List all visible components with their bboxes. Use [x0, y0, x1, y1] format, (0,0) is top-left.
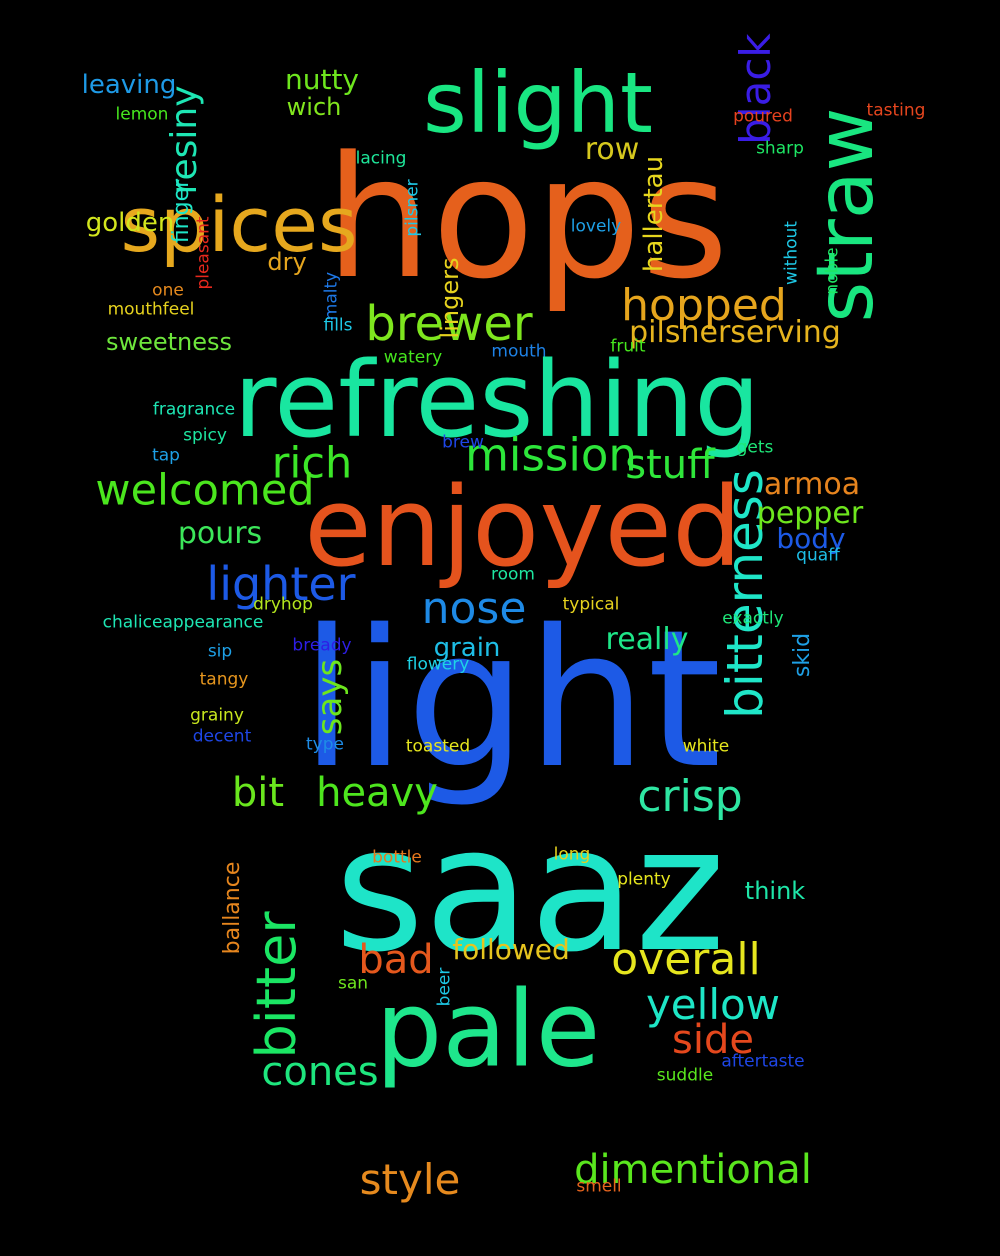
word-suddle: suddle	[656, 1065, 714, 1086]
word-skid: skid	[790, 632, 815, 678]
word-type: type	[306, 734, 344, 755]
word-mission: mission	[465, 428, 637, 482]
word-bready: bready	[292, 635, 352, 656]
word-row: row	[584, 132, 640, 167]
word-straw: straw	[801, 107, 891, 323]
word-really: really	[605, 622, 689, 657]
word-exactly: exactly	[722, 608, 784, 629]
word-san: san	[337, 973, 369, 994]
word-mouth: mouth	[491, 341, 547, 362]
word-style: style	[359, 1155, 461, 1204]
word-hallertau: hallertau	[639, 155, 669, 273]
word-grainy: grainy	[190, 705, 244, 726]
word-side: side	[672, 1017, 754, 1063]
word-brew: brew	[442, 432, 484, 453]
word-lighter: lighter	[206, 557, 356, 611]
word-leaving: leaving	[81, 70, 177, 100]
word-bitter: bitter	[245, 911, 308, 1059]
word-sip: sip	[207, 641, 233, 662]
word-light: light	[300, 589, 722, 810]
word-brewer: brewer	[365, 296, 533, 352]
word-yellow: yellow	[645, 980, 781, 1029]
word-lovely: lovely	[570, 216, 622, 237]
word-white: white	[682, 736, 730, 757]
word-pale: pale	[375, 968, 601, 1091]
word-followed: followed	[452, 933, 570, 966]
word-quaff: quaff	[796, 545, 840, 566]
word-flowery: flowery	[406, 654, 470, 675]
word-spicy: spicy	[183, 425, 227, 446]
word-pilsner: pilsner	[402, 179, 423, 237]
word-fruit: fruit	[610, 336, 646, 357]
word-crisp: crisp	[637, 771, 743, 822]
word-pilsnerserving: pilsnerserving	[629, 315, 841, 350]
word-tasting: tasting	[866, 100, 926, 121]
word-tap: tap	[152, 445, 180, 466]
word-smell: smell	[576, 1176, 622, 1197]
word-armoa: armoa	[763, 467, 861, 502]
word-chaliceappearance: chaliceappearance	[102, 612, 264, 633]
word-stuff: stuff	[625, 442, 715, 488]
word-bad: bad	[358, 937, 434, 983]
word-black: black	[731, 33, 780, 145]
word-fills: fills	[323, 315, 353, 336]
word-dryhop: dryhop	[253, 594, 313, 615]
word-heavy: heavy	[316, 770, 438, 816]
word-sweetness: sweetness	[105, 328, 233, 356]
word-one: one	[152, 280, 184, 301]
word-beer: beer	[434, 967, 455, 1007]
word-says: says	[310, 658, 350, 736]
word-plenty: plenty	[617, 869, 671, 890]
word-sharp: sharp	[756, 138, 804, 159]
word-mouthfeel: mouthfeel	[107, 299, 195, 320]
word-poured: poured	[733, 106, 793, 127]
word-dimentional: dimentional	[574, 1147, 812, 1193]
word-welcomed: welcomed	[95, 465, 315, 516]
word-gets: gets	[736, 437, 774, 458]
word-without: without	[781, 221, 802, 285]
word-hops: hops	[325, 120, 729, 316]
word-lacing: lacing	[355, 148, 407, 169]
word-bit: bit	[231, 770, 285, 816]
word-refreshing: refreshing	[233, 339, 761, 461]
word-hopped: hopped	[621, 280, 787, 331]
word-slight: slight	[423, 54, 653, 152]
word-nutty: nutty	[284, 63, 360, 96]
word-tangy: tangy	[199, 669, 249, 690]
word-nose: nose	[421, 583, 527, 634]
word-finger: finger	[169, 178, 194, 244]
word-aftertaste: aftertaste	[721, 1051, 805, 1072]
word-wich: wich	[286, 93, 342, 121]
word-watery: watery	[383, 347, 443, 368]
word-decent: decent	[192, 726, 252, 747]
word-golden: golden	[85, 208, 175, 238]
word-lingers: lingers	[436, 257, 464, 339]
word-think: think	[744, 877, 806, 905]
word-overall: overall	[611, 934, 761, 985]
word-pleasant: pleasant	[193, 216, 214, 290]
word-lemon: lemon	[115, 104, 169, 125]
word-long: long	[553, 844, 591, 865]
word-cones: cones	[261, 1049, 379, 1095]
word-malty: malty	[321, 271, 342, 321]
word-pepper: pepper	[756, 496, 864, 531]
word-body: body	[776, 522, 846, 555]
word-toasted: toasted	[405, 736, 471, 757]
word-typical: typical	[562, 594, 620, 615]
word-spices: spices	[120, 180, 358, 269]
word-fragrance: fragrance	[152, 399, 236, 420]
word-ballance: ballance	[220, 861, 245, 955]
word-noble: noble	[822, 247, 843, 295]
word-dry: dry	[267, 248, 307, 276]
word-rich: rich	[271, 438, 353, 489]
word-room: room	[491, 564, 535, 585]
word-pours: pours	[177, 516, 263, 551]
word-saaz: saaz	[334, 789, 726, 990]
word-bottle: bottle	[372, 847, 422, 868]
word-grain: grain	[433, 633, 501, 663]
word-enjoyed: enjoyed	[304, 463, 742, 591]
